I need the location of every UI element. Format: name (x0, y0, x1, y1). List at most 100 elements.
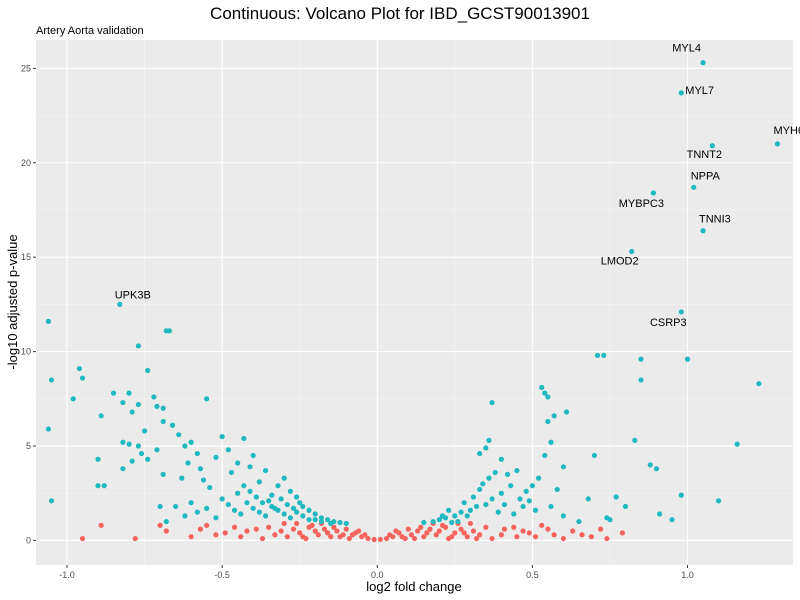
data-point-significant (734, 441, 740, 447)
data-point-significant (120, 439, 126, 445)
data-point-significant (756, 381, 762, 387)
x-tick-label: -1.0 (59, 570, 75, 580)
data-point-not-significant (588, 534, 594, 540)
data-point-significant (551, 413, 557, 419)
data-point-significant (526, 498, 532, 504)
data-point-significant (312, 511, 318, 517)
data-point-significant (439, 513, 446, 519)
data-point-not-significant (470, 528, 477, 534)
data-point-not-significant (204, 522, 210, 528)
data-point-significant (542, 390, 548, 396)
data-point-not-significant (312, 528, 318, 534)
data-point-significant (622, 503, 629, 510)
data-point-significant (495, 509, 501, 515)
data-point-significant (135, 401, 141, 408)
data-point-significant (247, 488, 253, 494)
data-point-significant (449, 519, 455, 526)
data-point-significant (607, 517, 613, 523)
gene-label: TNNI3 (699, 214, 731, 226)
data-point-significant (318, 518, 325, 525)
data-point-significant (287, 515, 294, 521)
data-point-significant (467, 507, 473, 513)
data-point-significant (638, 377, 644, 383)
data-point-labeled (678, 309, 684, 315)
y-tick-label: 20 (21, 158, 31, 168)
data-point-significant (76, 365, 83, 372)
data-point-significant (290, 505, 297, 511)
data-point-not-significant (436, 528, 442, 534)
data-point-not-significant (387, 532, 393, 538)
data-point-significant (45, 318, 52, 324)
data-point-significant (135, 443, 141, 449)
data-point-significant (294, 509, 300, 515)
gene-labels: MYL4 MYL7 MYH6 TNNT2 NPPA MYBPC3 TNNI3 LMOD2 CSR… (115, 43, 800, 329)
data-point-significant (219, 433, 225, 440)
data-point-not-significant (362, 532, 368, 538)
data-point-significant (489, 399, 495, 406)
data-point-not-significant (570, 528, 576, 534)
data-point-significant (585, 496, 591, 502)
data-point-significant (343, 520, 349, 527)
data-point-significant (306, 507, 312, 513)
data-point-not-significant (98, 522, 104, 528)
data-point-not-significant (473, 535, 480, 542)
data-point-significant (455, 518, 461, 525)
data-point-significant (157, 503, 163, 510)
data-point-significant (176, 432, 182, 438)
data-point-significant (328, 520, 334, 527)
data-point-not-significant (356, 528, 362, 534)
data-point-significant (436, 517, 442, 523)
data-point-significant (173, 503, 179, 510)
data-point-significant (185, 460, 191, 466)
data-point-significant (141, 428, 148, 434)
data-point-labeled (650, 190, 656, 196)
gene-label: MYBPC3 (619, 198, 664, 210)
data-point-significant (101, 483, 107, 489)
data-point-significant (235, 490, 241, 496)
data-point-significant (194, 450, 200, 457)
data-point-significant (517, 496, 523, 502)
data-point-significant (262, 513, 269, 519)
data-point-significant (473, 503, 480, 510)
data-point-significant (281, 511, 287, 517)
data-point-significant (207, 484, 213, 491)
x-axis-ticks: -1.0 -0.5 0.0 0.5 1.0 (59, 565, 694, 580)
data-point-significant (560, 513, 567, 519)
data-point-significant (647, 462, 653, 468)
data-point-significant (213, 454, 219, 460)
data-point-not-significant (213, 532, 219, 538)
data-point-not-significant (464, 534, 470, 540)
data-point-significant (95, 456, 101, 462)
data-point-significant (306, 517, 312, 523)
data-point-significant (284, 501, 290, 508)
data-point-significant (470, 494, 477, 500)
y-axis-ticks: 0 5 10 15 20 25 (21, 63, 36, 545)
data-point-significant (95, 483, 101, 489)
data-point-significant (154, 403, 160, 409)
data-point-significant (632, 437, 638, 443)
data-point-not-significant (526, 530, 532, 536)
data-point-not-significant (452, 530, 458, 536)
data-point-significant (200, 477, 207, 483)
data-point-significant (504, 471, 511, 477)
data-point-significant (228, 469, 235, 476)
data-point-significant (294, 494, 300, 500)
data-point-not-significant (377, 536, 383, 543)
data-point-significant (129, 409, 135, 415)
data-point-significant (548, 439, 554, 445)
data-point-significant (318, 515, 325, 521)
points-not-significant (79, 520, 625, 543)
data-point-not-significant (132, 535, 138, 542)
data-point-significant (287, 488, 294, 494)
data-point-significant (219, 496, 225, 502)
data-point-not-significant (297, 530, 303, 536)
data-point-significant (715, 498, 722, 504)
data-point-significant (182, 443, 188, 449)
data-point-significant (477, 450, 483, 457)
data-point-significant (188, 439, 194, 445)
data-point-significant (489, 496, 495, 502)
data-point-not-significant (483, 524, 489, 530)
data-point-not-significant (325, 530, 331, 536)
data-point-not-significant (281, 520, 287, 527)
data-point-significant (70, 396, 76, 402)
